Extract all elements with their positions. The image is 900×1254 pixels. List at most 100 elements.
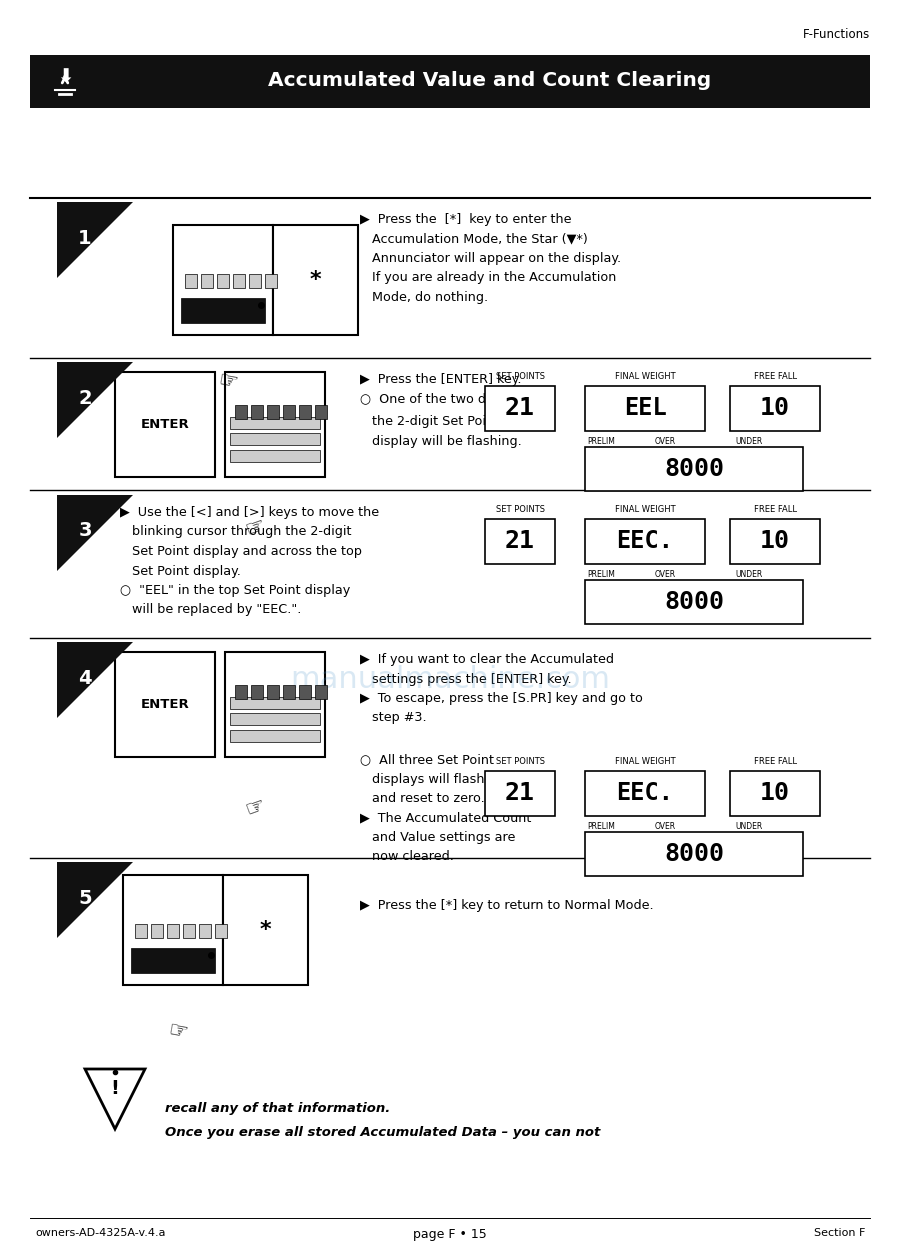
- Bar: [251, 685, 263, 698]
- Bar: [251, 405, 263, 419]
- Text: FREE FALL: FREE FALL: [753, 372, 796, 381]
- Bar: [267, 685, 279, 698]
- Text: SET POINTS: SET POINTS: [496, 372, 544, 381]
- Text: ○  All three Set Point
   displays will flash once
   and reset to zero.
▶  The : ○ All three Set Point displays will flas…: [360, 752, 531, 864]
- Text: PRELIM: PRELIM: [587, 823, 615, 831]
- Text: UNDER: UNDER: [735, 823, 762, 831]
- Text: !: !: [111, 1080, 120, 1099]
- Bar: [299, 685, 311, 698]
- Text: manualmachine.com: manualmachine.com: [290, 666, 610, 695]
- Text: 1: 1: [78, 228, 92, 247]
- Text: PRELIM: PRELIM: [587, 571, 615, 579]
- Bar: [585, 581, 803, 624]
- Text: *: *: [310, 270, 320, 290]
- Text: 4: 4: [78, 668, 92, 687]
- Bar: [115, 652, 215, 757]
- Text: UNDER: UNDER: [735, 436, 762, 446]
- Bar: [230, 450, 320, 461]
- Text: 3: 3: [78, 522, 92, 540]
- Text: FINAL WEIGHT: FINAL WEIGHT: [615, 505, 675, 514]
- Bar: [115, 372, 215, 477]
- Text: ⬇: ⬇: [57, 68, 73, 87]
- Bar: [485, 386, 555, 431]
- Bar: [185, 275, 197, 288]
- Bar: [485, 519, 555, 564]
- Polygon shape: [57, 642, 133, 719]
- Text: 10: 10: [760, 396, 790, 420]
- Text: recall any of that information.: recall any of that information.: [165, 1102, 391, 1115]
- Bar: [230, 433, 320, 445]
- Text: UNDER: UNDER: [735, 571, 762, 579]
- Text: *: *: [259, 920, 271, 940]
- Bar: [225, 372, 325, 477]
- Text: 8000: 8000: [664, 456, 724, 482]
- Bar: [131, 948, 215, 973]
- Text: 21: 21: [505, 781, 535, 805]
- Text: ☞: ☞: [166, 1020, 190, 1043]
- Text: ▶  Press the [ENTER] key.
○  One of the two digits in: ▶ Press the [ENTER] key. ○ One of the tw…: [360, 372, 529, 405]
- Text: page F • 15: page F • 15: [413, 1228, 487, 1241]
- Bar: [283, 405, 295, 419]
- Bar: [585, 771, 705, 816]
- Text: 8000: 8000: [664, 841, 724, 867]
- Text: ENTER: ENTER: [140, 698, 189, 711]
- Text: FINAL WEIGHT: FINAL WEIGHT: [615, 757, 675, 766]
- Text: ENTER: ENTER: [140, 419, 189, 431]
- Bar: [230, 418, 320, 429]
- Text: EEC.: EEC.: [616, 781, 673, 805]
- Text: ☞: ☞: [216, 370, 239, 394]
- Text: Once you erase all stored Accumulated Data – you can not: Once you erase all stored Accumulated Da…: [165, 1126, 600, 1139]
- Bar: [199, 924, 211, 938]
- Text: owners-AD-4325A-v.4.a: owners-AD-4325A-v.4.a: [35, 1228, 166, 1238]
- Text: OVER: OVER: [655, 436, 676, 446]
- Text: the 2-digit Set Point
   display will be flashing.: the 2-digit Set Point display will be fl…: [360, 415, 522, 448]
- Bar: [201, 275, 213, 288]
- Text: 10: 10: [760, 781, 790, 805]
- Bar: [235, 685, 247, 698]
- Bar: [230, 730, 320, 742]
- Bar: [230, 714, 320, 725]
- Bar: [223, 875, 308, 984]
- Text: EEC.: EEC.: [616, 529, 673, 553]
- Bar: [485, 771, 555, 816]
- Bar: [249, 275, 261, 288]
- Bar: [273, 224, 358, 335]
- Bar: [585, 831, 803, 877]
- Text: 21: 21: [505, 396, 535, 420]
- Bar: [235, 405, 247, 419]
- Bar: [585, 386, 705, 431]
- Text: OVER: OVER: [655, 571, 676, 579]
- Polygon shape: [85, 1068, 145, 1129]
- Text: ☞: ☞: [242, 515, 268, 540]
- Text: F-Functions: F-Functions: [803, 28, 870, 41]
- Text: ▶  Press the  [*]  key to enter the
   Accumulation Mode, the Star (▼*)
   Annun: ▶ Press the [*] key to enter the Accumul…: [360, 213, 621, 303]
- Text: ▶  Press the [*] key to return to Normal Mode.: ▶ Press the [*] key to return to Normal …: [360, 899, 653, 912]
- Text: SET POINTS: SET POINTS: [496, 505, 544, 514]
- Bar: [267, 405, 279, 419]
- Bar: [151, 924, 163, 938]
- Bar: [183, 924, 195, 938]
- Bar: [585, 519, 705, 564]
- Bar: [283, 685, 295, 698]
- Text: 5: 5: [78, 889, 92, 908]
- Bar: [730, 386, 820, 431]
- Text: 2: 2: [78, 389, 92, 408]
- Text: FREE FALL: FREE FALL: [753, 505, 796, 514]
- Text: ☞: ☞: [242, 795, 268, 820]
- Text: FREE FALL: FREE FALL: [753, 757, 796, 766]
- Bar: [315, 405, 327, 419]
- Bar: [167, 924, 179, 938]
- Text: PRELIM: PRELIM: [587, 436, 615, 446]
- Polygon shape: [57, 495, 133, 571]
- Bar: [299, 405, 311, 419]
- Bar: [585, 446, 803, 492]
- Text: ▶  If you want to clear the Accumulated
   settings press the [ENTER] key.
▶  To: ▶ If you want to clear the Accumulated s…: [360, 653, 643, 725]
- Bar: [215, 924, 227, 938]
- Bar: [217, 275, 229, 288]
- Bar: [315, 685, 327, 698]
- Text: OVER: OVER: [655, 823, 676, 831]
- Polygon shape: [57, 861, 133, 938]
- Bar: [173, 224, 273, 335]
- Text: 21: 21: [505, 529, 535, 553]
- Text: SET POINTS: SET POINTS: [496, 757, 544, 766]
